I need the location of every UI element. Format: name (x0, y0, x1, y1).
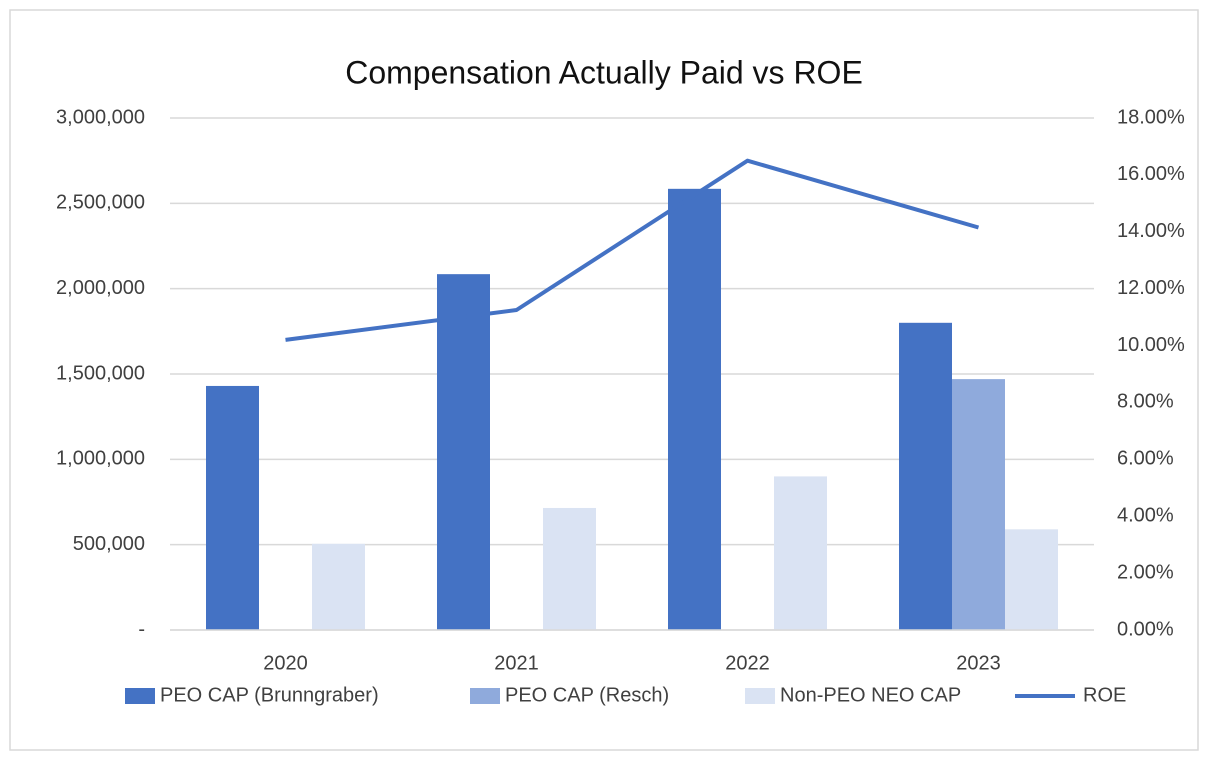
y2-tick-label: 12.00% (1117, 277, 1185, 299)
legend-swatch (745, 688, 775, 704)
legend-label: ROE (1083, 684, 1126, 706)
y-tick-label: 3,000,000 (56, 106, 145, 128)
x-tick-label: 2021 (494, 652, 539, 674)
bar (952, 379, 1005, 630)
y-tick-label: - (138, 618, 145, 640)
bar (1005, 529, 1058, 630)
chart-frame (9, 9, 1199, 751)
y2-tick-label: 6.00% (1117, 448, 1174, 470)
legend-label: Non-PEO NEO CAP (780, 684, 961, 706)
x-tick-label: 2022 (725, 652, 770, 674)
bar (543, 507, 596, 630)
y2-tick-label: 18.00% (1117, 106, 1185, 128)
bar (899, 322, 952, 630)
y-tick-label: 1,500,000 (56, 362, 145, 384)
y2-tick-label: 2.00% (1117, 561, 1174, 583)
bar (206, 385, 259, 630)
y2-tick-label: 8.00% (1117, 391, 1174, 413)
bar (312, 543, 365, 630)
y2-tick-label: 4.00% (1117, 505, 1174, 527)
bar (668, 188, 721, 630)
legend-label: PEO CAP (Resch) (505, 684, 669, 706)
y2-tick-label: 10.00% (1117, 334, 1185, 356)
legend-swatch (125, 688, 155, 704)
bar (774, 476, 827, 630)
y2-tick-label: 14.00% (1117, 220, 1185, 242)
y2-tick-label: 16.00% (1117, 163, 1185, 185)
y-tick-label: 2,500,000 (56, 192, 145, 214)
legend-label: PEO CAP (Brunngraber) (160, 684, 379, 706)
legend-swatch (470, 688, 500, 704)
y2-tick-label: 0.00% (1117, 618, 1174, 640)
y-tick-label: 2,000,000 (56, 277, 145, 299)
y-tick-label: 1,000,000 (56, 448, 145, 470)
x-tick-label: 2020 (263, 652, 308, 674)
x-tick-label: 2023 (956, 652, 1001, 674)
line-series (285, 158, 980, 342)
y-tick-label: 500,000 (73, 533, 145, 555)
chart-title: Compensation Actually Paid vs ROE (345, 54, 863, 90)
bar (437, 274, 490, 630)
